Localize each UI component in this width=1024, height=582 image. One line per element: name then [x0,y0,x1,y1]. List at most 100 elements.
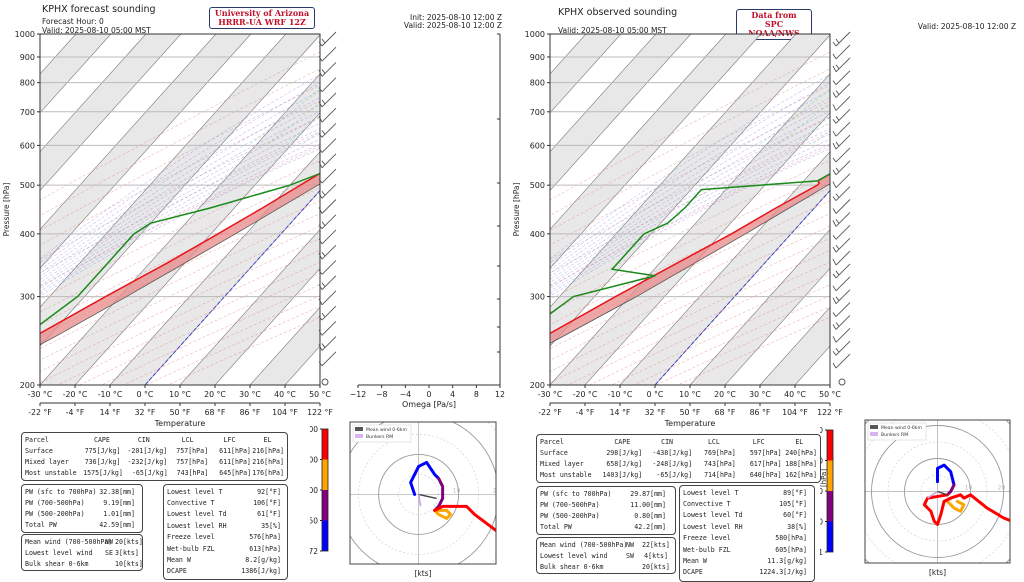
wind-barb [832,70,851,85]
thermo-label: Freeze level [167,533,215,542]
parcel-cell: Most unstable [25,468,77,477]
pw-label: PW (sfc to 700hPa) [25,487,97,496]
barb-flag [832,362,837,369]
barb-flag [835,296,840,301]
barb-flag [318,161,323,169]
omega-axis-label: Omega [Pa/s] [402,400,456,409]
isotherm-line [179,228,320,385]
barb-flag [832,220,837,227]
barb-staff [835,353,851,369]
parcel-cell: Surface [25,446,53,455]
barb-flag [318,224,323,229]
x-tick-label-celsius: -10 °C [608,390,633,399]
wind-value: 20[kts] [642,562,670,571]
skewt-observed: 200 300 400 500 600 700 800 900 1000 Pressure [hP… [512,30,843,428]
parcel-header: Parcel CAPE CIN LCL LFC EL [25,434,284,445]
parcel-header-cell: CAPE [93,435,110,444]
barb-flag [318,133,323,138]
barb-flag [835,347,840,353]
hodo-trace [433,504,496,533]
parcel-cell: 757[hPa] [176,446,209,455]
barb-flag [321,312,326,318]
isotherm-line [40,34,287,308]
barb-staff [321,183,337,199]
dry-adiabat [550,250,830,383]
wind-table: Mean wind (700-500hPa) NW 20[kts] Lowest le… [21,534,143,571]
thermo-row: Mean W 8.2[g/kg] [167,554,284,565]
barb-flag [832,336,837,343]
pw-table: PW (sfc to 700hPa) 32.38[mm] PW (700-500hP… [21,484,143,533]
barb-flag [318,298,323,306]
isotherm-line [40,34,252,269]
x-tick-label-celsius: 0 °C [647,390,664,399]
barb-staff [321,229,337,245]
barb-staff [321,290,337,306]
y-tick-label: 600 [530,141,545,150]
x-axis-label: Temperature [154,419,206,428]
dry-adiabat [40,238,320,372]
barb-staff [835,134,851,150]
barb-flag [835,38,840,44]
x-tick-label-celsius: -20 °C [573,390,598,399]
y-tick-label: 600 [20,141,35,150]
wind-barb [832,263,851,279]
thermo-value: 613[hPa] [249,544,281,553]
barb-flag [832,92,837,98]
wind-value: 3[kts] [115,548,139,557]
barb-flag [318,270,323,275]
hodograph-forecast: 200500700850972102030Mean wind 0-6kmBunk… [310,421,497,578]
parcel-row: Surface 775[J/kg] -201[J/kg] 757[hPa] 611[hP… [25,445,284,456]
forecast-hour: Forecast Hour: 0 [42,17,104,26]
wind-barb [832,173,851,189]
wind-row: Bulk shear 0-6km 10[kts] [25,558,143,569]
parcel-cell: 216[hPa] [252,457,284,466]
colorbar-segment [322,490,328,521]
barb-staff [835,212,851,227]
barb-staff [835,173,851,189]
wind-row: Lowest level wind SE 3[kts] [25,547,139,558]
thermo-label: Wet-bulb FZL [167,544,215,553]
wind-barb [832,83,851,98]
parcel-row: Mixed layer 658[J/kg] -248[J/kg] 743[hPa] 61… [540,458,817,469]
wind-barbs-observed [832,31,851,386]
parcel-cell: 611[hPa] [219,446,251,455]
isotherm-line [40,34,112,114]
omega-tick-label: 12 [495,390,505,399]
pw-label: PW (700-500hPa) [540,500,600,509]
pw-label: Total PW [25,520,57,529]
mixing-ratio-line [265,102,320,146]
pw-value: 1.01[mm] [103,509,135,518]
source-badge: University of Arizona HRRR-UA WRF 12Z [209,7,315,29]
wind-barb [318,62,337,77]
hodo-ring-label: 10 [453,487,461,494]
mean-wind-arrow [937,490,948,496]
omega-axis: −12 −8 −4 0 4 8 12 Omega [Pa/s] [350,33,505,409]
wind-barb [832,353,851,369]
wind-barb [318,275,337,290]
pw-value: 42.59[mm] [99,520,135,529]
barb-staff [321,199,337,214]
x-tick-label-celsius: -30 °C [28,390,53,399]
pw-row: PW (500-200hPa) 0.80[mm] [540,510,672,521]
isotherm-line [550,73,830,385]
dry-adiabat [40,250,320,383]
colorbar-label: 200 [820,426,823,435]
wind-label: Bulk shear 0-6km [540,562,604,571]
x-tick-label-fahrenheit: -4 °F [576,408,595,417]
parcel-cell: 743[hPa] [704,459,736,468]
parcel-cell: -201[J/kg] [127,446,168,455]
init-time: Init: 2025-08-10 12:00 Z [409,13,502,22]
wind-barb [832,147,851,163]
wind-row: Bulk shear 0-6km 20[kts] [540,561,672,572]
parcel-row: Most unstable 1575[J/kg] -65[J/kg] 743[hPa]… [25,467,284,478]
x-tick-label-fahrenheit: 104 °F [272,408,298,417]
barb-flag [321,191,326,196]
dry-adiabat [40,187,320,325]
pw-row: PW (700-500hPa) 9.19[mm] [25,497,139,508]
parcel-cell: 176[hPa] [252,468,284,477]
wind-barb [318,153,337,169]
pw-row: Total PW 42.59[mm] [25,519,139,530]
wind-barb [832,134,851,150]
y-axis-label: Pressure [hPa] [512,183,521,237]
dry-adiabat [550,238,830,372]
